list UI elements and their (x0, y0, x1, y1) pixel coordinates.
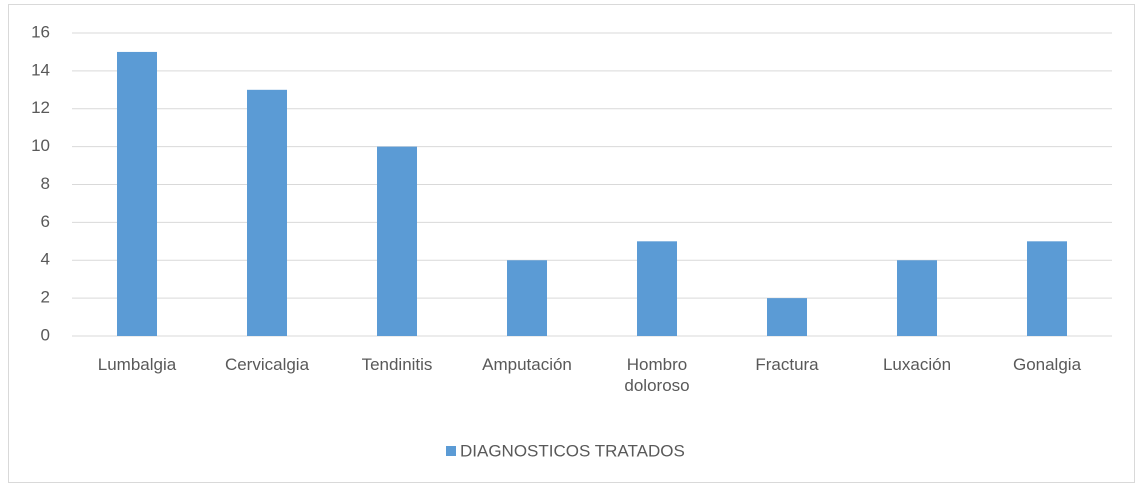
legend-swatch (446, 446, 456, 456)
x-tick-label-box: Luxación (882, 355, 952, 374)
x-tick-label: Gonalgia (1012, 355, 1082, 374)
bar (637, 241, 677, 336)
y-tick-label: 0 (41, 325, 50, 344)
x-tick-label: Tendinitis (361, 355, 433, 374)
x-tick-label-box: Amputación (482, 355, 572, 374)
x-tick-label: Cervicalgia (224, 355, 310, 374)
x-tick-label: Luxación (882, 355, 952, 374)
bar (897, 260, 937, 336)
bar (767, 298, 807, 336)
x-tick-label: Amputación (482, 355, 572, 374)
bar (117, 51, 157, 336)
bar (507, 260, 547, 336)
x-tick-label: Fractura (755, 355, 819, 374)
bar (247, 89, 287, 336)
x-tick-label-box: Cervicalgia (224, 355, 310, 374)
y-tick-label: 8 (41, 174, 50, 193)
chart-frame (8, 4, 1135, 483)
y-tick-label: 14 (31, 60, 50, 79)
x-tick-label-box: Fractura (755, 355, 819, 374)
y-tick-label: 16 (31, 22, 50, 41)
bar (377, 146, 417, 336)
x-tick-label-box: Tendinitis (361, 355, 433, 374)
x-tick-label-box: Lumbalgia (97, 355, 177, 374)
y-tick-label: 6 (41, 212, 50, 231)
bar (1027, 241, 1067, 336)
legend-item: DIAGNOSTICOS TRATADOS (446, 441, 685, 460)
legend-label: DIAGNOSTICOS TRATADOS (460, 441, 685, 460)
y-tick-label: 12 (31, 98, 50, 117)
x-tick-label-box: Gonalgia (1012, 355, 1082, 374)
x-tick-label-box: Hombro doloroso (624, 355, 690, 395)
x-tick-label: Hombro doloroso (624, 355, 690, 395)
y-tick-label: 2 (41, 288, 50, 307)
x-tick-label: Lumbalgia (97, 355, 177, 374)
y-tick-label: 4 (41, 250, 50, 269)
y-tick-label: 10 (31, 136, 50, 155)
